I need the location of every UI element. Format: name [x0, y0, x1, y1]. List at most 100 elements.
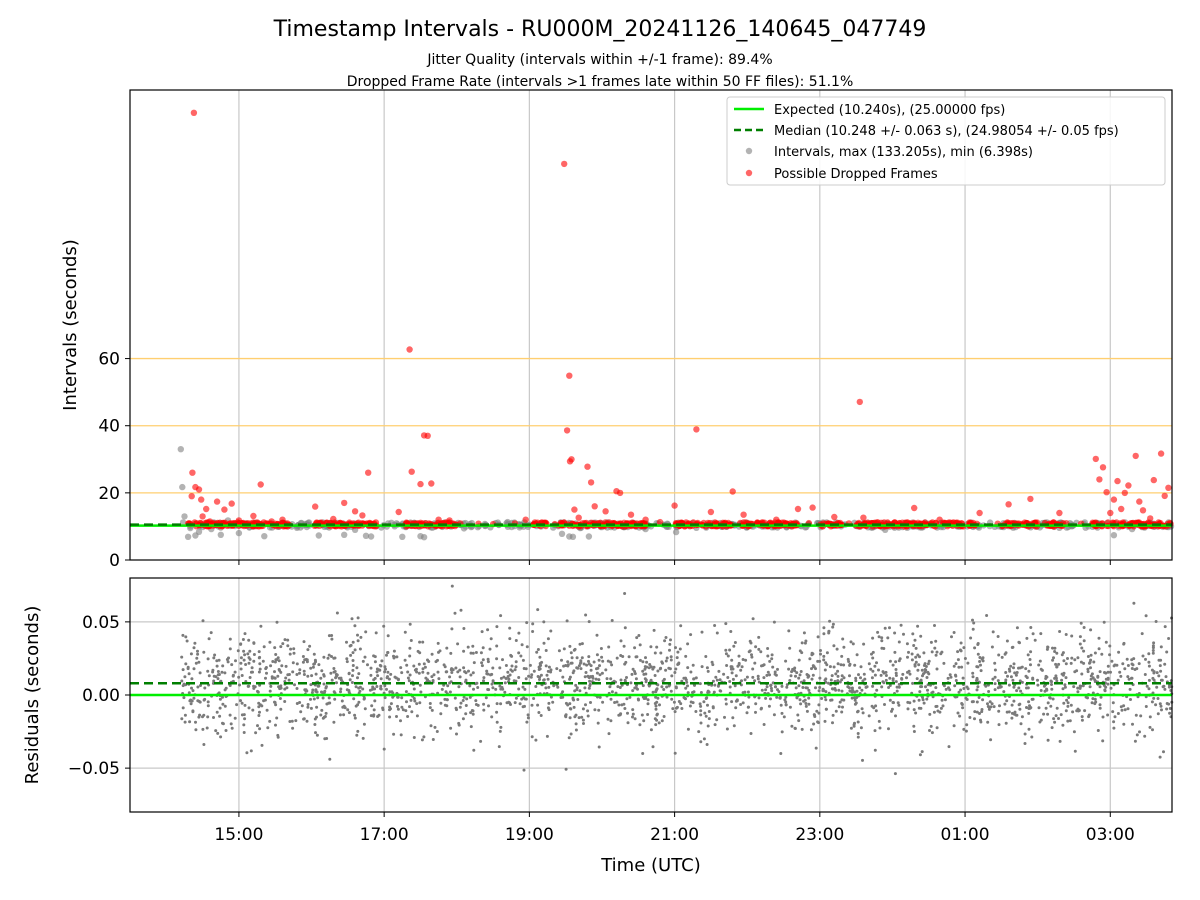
residual-point — [1030, 697, 1034, 701]
residual-point — [743, 678, 747, 682]
residual-point — [653, 702, 657, 705]
residual-point — [991, 677, 995, 681]
residual-point — [325, 737, 329, 740]
residual-point — [648, 663, 652, 666]
residual-point — [822, 654, 826, 658]
residual-point — [292, 651, 296, 655]
residual-point — [1106, 682, 1110, 686]
residual-point — [964, 729, 968, 733]
residual-point — [956, 650, 960, 654]
dropped-frame-point — [1027, 495, 1034, 503]
residual-point — [461, 717, 465, 721]
residual-point — [665, 695, 669, 699]
residual-point — [302, 673, 306, 676]
residual-point — [310, 691, 314, 694]
residual-point — [345, 660, 349, 664]
residual-point — [531, 622, 535, 626]
residual-point — [686, 691, 690, 695]
residual-point — [581, 718, 585, 722]
residual-point — [224, 686, 228, 690]
residual-point — [372, 714, 376, 718]
residual-point — [641, 684, 645, 688]
residual-point — [784, 703, 788, 707]
residual-point — [275, 716, 279, 720]
residual-point — [595, 671, 599, 675]
dropped-frame-point — [395, 508, 402, 516]
residual-point — [526, 713, 530, 717]
residual-point — [1066, 719, 1070, 723]
residual-point — [747, 705, 750, 709]
residual-point — [606, 659, 610, 663]
residual-point — [513, 701, 517, 705]
residual-point — [223, 671, 227, 675]
residual-point — [1050, 683, 1053, 686]
residual-point — [724, 697, 728, 701]
residual-point — [504, 664, 508, 667]
residual-point — [242, 649, 246, 653]
residual-point — [1042, 684, 1046, 688]
residual-point — [610, 619, 614, 622]
residual-point — [609, 660, 613, 664]
x-tick-label: 15:00 — [214, 825, 263, 845]
residual-point — [1062, 671, 1066, 675]
residual-point — [914, 646, 918, 650]
residual-point — [258, 667, 262, 671]
residual-point — [412, 736, 416, 739]
residual-point — [730, 658, 734, 662]
residual-point — [1012, 662, 1016, 666]
residual-point — [917, 698, 921, 702]
residual-point — [421, 667, 425, 671]
residual-point — [458, 668, 462, 672]
residual-point — [508, 637, 512, 641]
dropped-frame-point — [584, 463, 591, 470]
residual-point — [991, 630, 995, 634]
residual-point — [1135, 733, 1139, 737]
residual-point — [724, 648, 728, 652]
residual-point — [784, 659, 788, 663]
residual-point — [415, 714, 419, 718]
residual-point — [184, 662, 188, 666]
residual-point — [450, 627, 454, 631]
residual-point — [919, 706, 923, 710]
residual-point — [214, 729, 218, 733]
dropped-frame-point — [435, 516, 442, 523]
residual-point — [593, 708, 597, 712]
residual-point — [756, 677, 760, 681]
residual-point — [861, 679, 865, 683]
residual-point — [1082, 661, 1086, 665]
residual-point — [202, 743, 206, 746]
residual-point — [472, 748, 476, 752]
residual-point — [1154, 620, 1158, 623]
residual-point — [494, 687, 498, 691]
dropped-frame-point — [563, 427, 571, 434]
residual-point — [874, 709, 878, 713]
residual-point — [1073, 658, 1077, 662]
residual-point — [457, 685, 461, 689]
residual-point — [479, 739, 483, 743]
residual-point — [754, 710, 757, 714]
residual-point — [319, 713, 323, 717]
residual-point — [1046, 738, 1050, 742]
residual-point — [278, 697, 282, 700]
residual-point — [327, 634, 331, 638]
residual-point — [536, 703, 540, 707]
residual-point — [187, 691, 191, 695]
residual-point — [547, 701, 551, 705]
residual-point — [769, 683, 773, 687]
residual-point — [617, 703, 621, 707]
residual-point — [797, 684, 801, 688]
residual-point — [1023, 742, 1027, 745]
residual-point — [824, 661, 828, 665]
residual-point — [403, 630, 407, 634]
residual-point — [642, 719, 646, 723]
residual-point — [711, 705, 715, 709]
residual-point — [1029, 650, 1033, 654]
residual-point — [838, 680, 842, 684]
residual-point — [636, 697, 640, 701]
residual-point — [217, 673, 221, 676]
residual-point — [428, 706, 432, 710]
residual-point — [1092, 660, 1096, 664]
residual-point — [285, 686, 289, 690]
residual-point — [874, 704, 878, 708]
